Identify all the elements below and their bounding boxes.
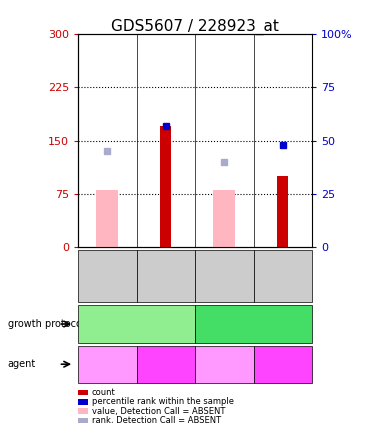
Text: agent: agent: [8, 359, 36, 369]
Text: GDS5607 / 228923_at: GDS5607 / 228923_at: [111, 19, 279, 35]
Text: percentile rank within the sample: percentile rank within the sample: [92, 397, 234, 407]
Text: gel-type collagen
scaffold: gel-type collagen scaffold: [223, 318, 284, 330]
Text: platelet-deriv
ed growth
factor-BB: platelet-deriv ed growth factor-BB: [84, 354, 131, 374]
Text: count: count: [92, 388, 115, 397]
Text: value, Detection Call = ABSENT: value, Detection Call = ABSENT: [92, 407, 225, 416]
Bar: [96, 190, 119, 247]
Bar: [161, 126, 171, 247]
Text: platelet-deriv
ed growth
factor-BB: platelet-deriv ed growth factor-BB: [201, 354, 248, 374]
Bar: [278, 176, 288, 247]
Text: control: control: [154, 361, 178, 367]
Text: control: control: [271, 361, 295, 367]
Text: GSM1501970: GSM1501970: [280, 255, 285, 297]
Text: GSM1501968: GSM1501968: [163, 255, 168, 297]
Text: growth protocol: growth protocol: [8, 319, 84, 329]
Text: sponge-type collagen
scaffold: sponge-type collagen scaffold: [99, 318, 174, 330]
Text: GSM1501969: GSM1501969: [105, 255, 110, 297]
Bar: [213, 190, 235, 247]
Text: rank, Detection Call = ABSENT: rank, Detection Call = ABSENT: [92, 416, 221, 423]
Text: GSM1501971: GSM1501971: [222, 255, 227, 297]
